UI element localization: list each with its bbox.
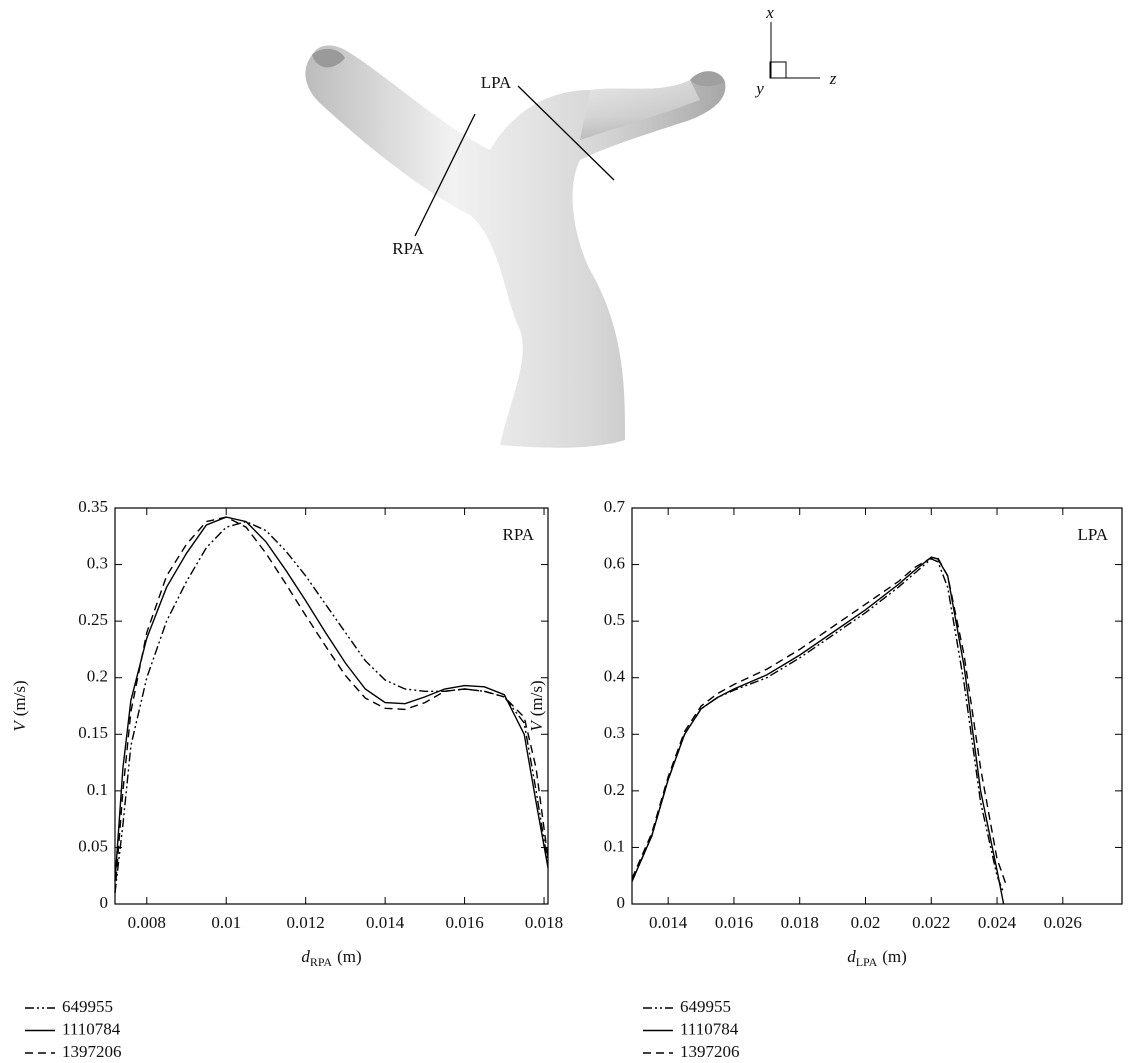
x-label-sub: LPA	[856, 955, 878, 969]
vessel-shade	[580, 80, 700, 140]
data-line	[114, 516, 549, 882]
x-tick-label: 0.01	[211, 913, 241, 932]
vessel-end	[690, 71, 725, 87]
x-tick-label: 0.016	[715, 913, 753, 932]
legend-label: 1110784	[680, 1019, 739, 1038]
x-tick-label: 0.018	[525, 913, 563, 932]
y-tick-label: 0.15	[78, 723, 108, 742]
y-axis-label: V (m/s)	[10, 680, 29, 731]
y-tick-label: 0.3	[604, 723, 625, 742]
axis-x-label: x	[765, 3, 774, 22]
x-axis-label: dRPA (m)	[301, 947, 361, 969]
plot-annotation: LPA	[1077, 525, 1108, 544]
legend-label: 1397206	[680, 1042, 740, 1061]
x-tick-label: 0.016	[445, 913, 483, 932]
rpa-cut-line	[414, 113, 476, 237]
y-tick-label: 0.1	[604, 836, 625, 855]
y-tick-label: 0.6	[604, 553, 625, 572]
legend-label: 1397206	[62, 1042, 122, 1061]
axis-cube	[769, 61, 787, 79]
x-tick-label: 0.008	[128, 913, 166, 932]
x-tick-label: 0.022	[912, 913, 950, 932]
x-label-sub: RPA	[310, 955, 333, 969]
plot-annotation: RPA	[502, 525, 534, 544]
x-label-var: d	[847, 947, 856, 966]
x-label-var: d	[301, 947, 310, 966]
x-tick-label: 0.02	[851, 913, 881, 932]
y-tick-label: 0.7	[604, 497, 626, 516]
x-tick-label: 0.024	[978, 913, 1017, 932]
data-line	[114, 516, 549, 893]
y-tick-label: 0.2	[604, 780, 625, 799]
y-tick-label: 0	[617, 893, 626, 912]
lpa-cut-line	[517, 85, 615, 181]
y-tick-label: 0	[100, 893, 109, 912]
legend-label: 649955	[62, 997, 113, 1016]
x-label-unit: (m)	[337, 947, 362, 966]
vessel-end	[312, 48, 345, 68]
y-tick-label: 0.4	[604, 667, 626, 686]
data-line	[114, 520, 549, 893]
y-tick-label: 0.25	[78, 610, 108, 629]
y-tick-label: 0.3	[87, 553, 108, 572]
y-label-unit: (m/s)	[527, 680, 546, 716]
plot-frame	[631, 507, 1123, 905]
y-tick-label: 0.05	[78, 836, 108, 855]
y-tick-label: 0.35	[78, 497, 108, 516]
x-tick-label: 0.018	[781, 913, 819, 932]
x-tick-label: 0.012	[287, 913, 325, 932]
data-line	[631, 556, 1005, 905]
rpa-label: RPA	[392, 239, 424, 258]
y-tick-label: 0.2	[87, 667, 108, 686]
legend-label: 1110784	[62, 1019, 121, 1038]
axis-z-label: z	[829, 69, 837, 88]
y-tick-label: 0.1	[87, 780, 108, 799]
x-label-unit: (m)	[882, 947, 907, 966]
legend-label: 649955	[680, 997, 731, 1016]
x-tick-label: 0.014	[366, 913, 405, 932]
lpa-label: LPA	[481, 73, 512, 92]
plot-frame	[114, 507, 549, 905]
data-line	[631, 557, 1008, 888]
vessel-model: LPA RPA x z y	[305, 3, 837, 448]
y-axis-label: V (m/s)	[527, 680, 546, 731]
x-tick-label: 0.014	[649, 913, 688, 932]
y-label-unit: (m/s)	[10, 680, 29, 716]
x-axis-label: dLPA (m)	[847, 947, 907, 969]
y-tick-label: 0.5	[604, 610, 625, 629]
y-label-var: V	[527, 719, 546, 732]
y-label-var: V	[10, 719, 29, 732]
axis-y-label: y	[754, 79, 764, 98]
vessel-body	[305, 45, 726, 448]
x-tick-label: 0.026	[1044, 913, 1082, 932]
